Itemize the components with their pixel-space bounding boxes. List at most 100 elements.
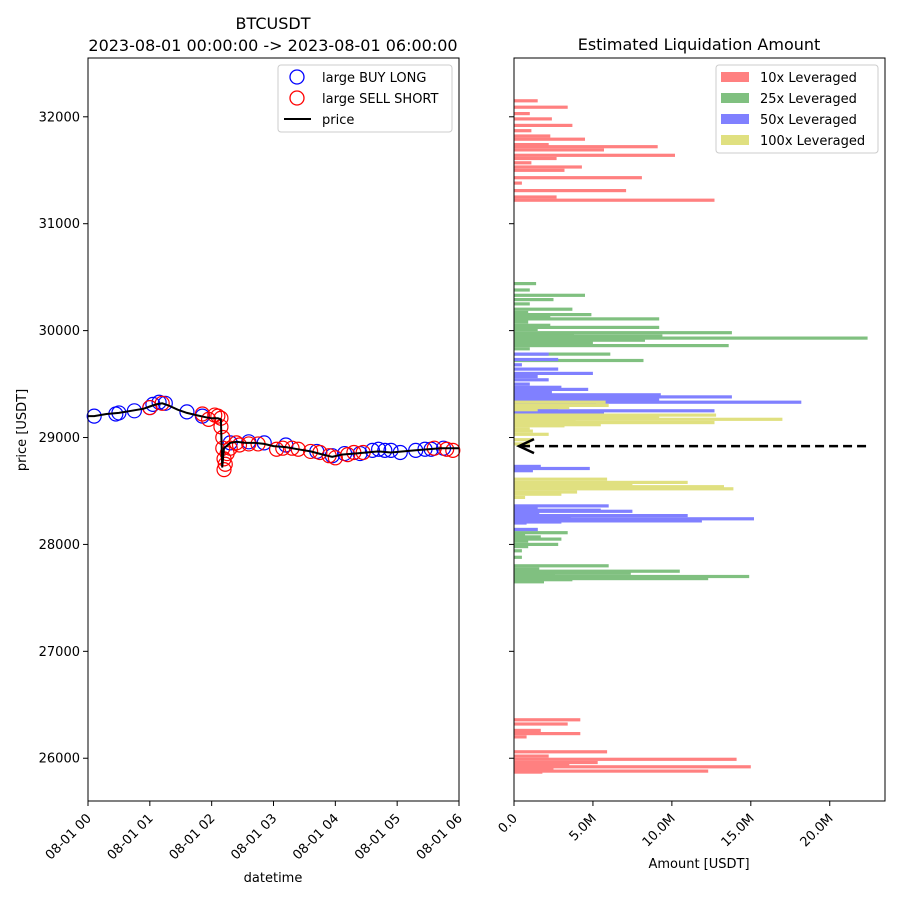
liq-bar-10x [514,129,532,133]
price-legend-box [277,64,453,133]
liq-bar-10x [514,195,557,199]
price-y-tick-label: 29000 [39,431,80,446]
time-x-tick-label: 08-01 02 [167,811,219,863]
liq-bar-50x [514,514,688,518]
liq-bar-10x [514,735,527,739]
liq-bar-25x [514,288,530,292]
liq-bar-10x [514,145,658,149]
liquidation-chart-xlabel: Amount [USDT] [648,857,749,872]
liq-bar-100x [514,415,660,419]
liq-bar-25x [514,323,551,327]
buy-long-marker [371,441,387,457]
liq-bar-10x [514,105,568,109]
liq-bar-25x [514,310,529,314]
liq-bar-25x [514,313,592,317]
price-y-tick-label: 30000 [39,324,80,339]
liquidation-legend-box [715,64,879,154]
liq-bar-100x [514,438,533,442]
liq-bar-25x [514,542,559,546]
price-y-tick-label: 27000 [39,645,80,660]
liq-bar-10x [514,770,543,774]
liq-bar-25x [514,577,709,581]
liq-bar-10x [514,769,709,773]
liq-bar-10x [514,137,585,141]
liq-bar-50x [514,398,660,402]
liq-bar-25x [514,347,530,351]
legend-10x-label: 10x Leveraged [760,71,857,86]
liq-bar-50x [514,378,549,382]
sell-short-marker [303,443,319,460]
liq-bar-10x [514,123,573,127]
time-x-tick-label: 08-01 04 [290,811,342,863]
liq-bar-10x [514,153,675,157]
liq-bar-100x [514,427,530,431]
liq-bar-10x [514,718,581,722]
liq-bar-25x [514,578,573,582]
liq-bar-10x [514,189,627,193]
legend-25x-label: 25x Leveraged [760,92,857,107]
liq-bar-50x [514,517,754,521]
liq-bar-25x [514,572,555,576]
liq-bar-25x [514,574,750,579]
sell-short-marker [327,450,343,466]
liq-bar-50x [514,400,802,404]
liq-bar-25x [514,531,568,535]
amount-x-tick-label: 10.0M [640,811,679,850]
liq-bar-10x [514,168,565,172]
liq-bar-100x [514,487,734,491]
liq-bar-25x [514,564,609,568]
liq-bar-25x [514,555,522,559]
liq-bar-50x [514,410,604,414]
liq-bar-10x [514,117,552,121]
liq-bar-25x [514,293,585,297]
legend-100x-swatch [721,135,749,145]
liq-bar-50x [514,357,559,362]
liq-bar-25x [514,334,663,338]
price-y-tick-label: 31000 [39,217,80,232]
liq-bar-10x [514,757,737,761]
liq-bar-10x [514,181,522,185]
liq-bar-100x [514,408,538,412]
buy-long-marker [377,442,393,458]
price-chart-ylabel: price [USDT] [15,389,30,471]
liq-bar-10x [514,134,551,138]
liq-bar-100x [514,495,526,499]
liq-bar-100x [514,429,533,433]
liq-bar-10x [514,148,604,152]
sell-short-marker [210,408,226,424]
liq-bar-10x [514,754,549,758]
liq-bar-50x [514,395,732,399]
liq-bar-25x [514,298,554,302]
liq-bar-25x [514,569,680,573]
liq-bar-100x [514,406,570,410]
liq-bar-10x [514,99,538,103]
liq-bar-10x [514,750,608,754]
time-x-tick-label: 08-01 01 [105,811,157,863]
liq-bar-50x [514,375,538,379]
legend-10x-swatch [721,72,749,82]
sell-short-marker [268,441,285,457]
liq-bar-50x [514,519,702,523]
sell-short-marker [217,456,233,472]
liq-bar-100x [514,432,549,436]
liq-bar-25x [514,537,562,541]
liq-bar-100x [514,413,717,417]
liquidation-chart-frame [513,57,886,802]
price-chart-legend: large BUY LONG large SELL SHORT price [277,64,453,133]
liq-bar-50x [514,352,549,356]
liq-bar-25x [514,580,544,584]
liquidation-chart-legend: 10x Leveraged 25x Leveraged 50x Leverage… [715,64,879,154]
liq-bar-100x [514,483,633,487]
price-y-tick-label: 26000 [39,752,80,767]
liq-bar-100x [514,400,606,404]
liq-bar-100x [514,424,565,428]
price-chart-frame [87,57,460,802]
liq-bar-100x [514,477,608,481]
liq-bar-50x [514,464,541,468]
sell-short-marker [154,395,170,411]
amount-x-tick-label: 5.0M [567,811,600,844]
liq-bar-10x [514,732,581,736]
liq-bar-25x [514,282,537,286]
price-chart-title-line2: 2023-08-01 00:00:00 -> 2023-08-01 06:00:… [88,36,457,55]
liq-bar-50x [514,363,522,367]
